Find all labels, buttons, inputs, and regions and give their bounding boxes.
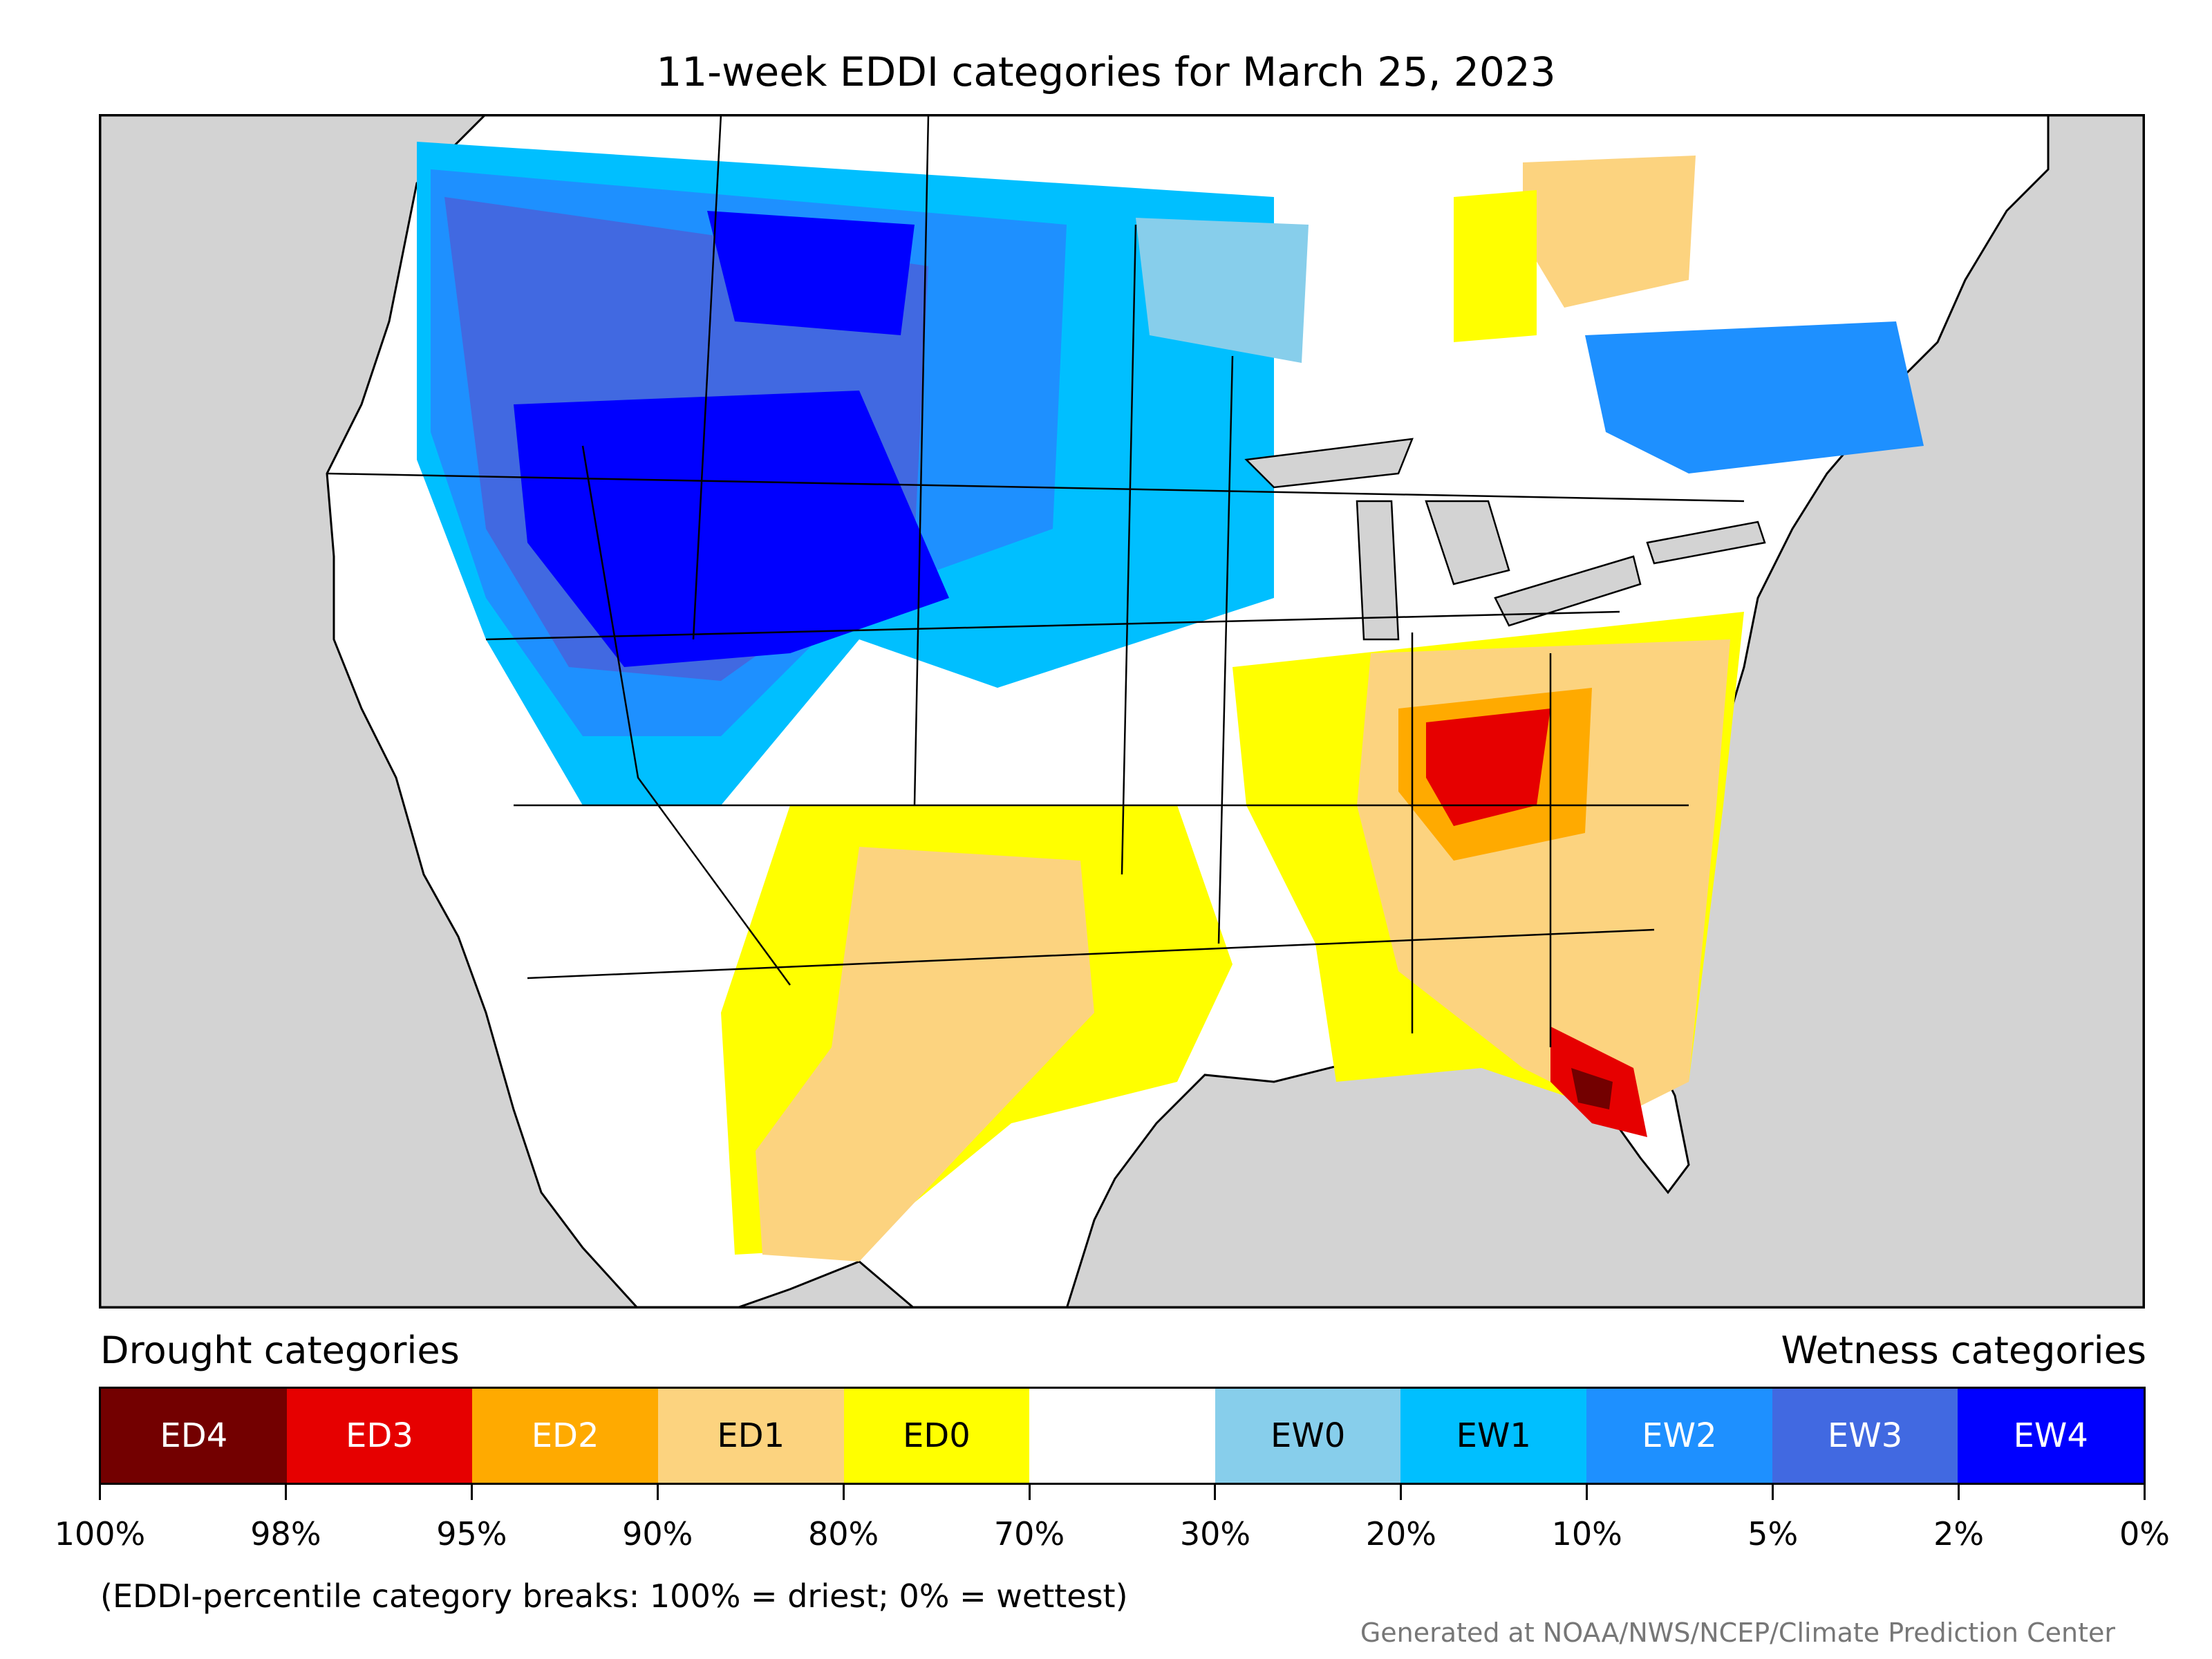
- colorbar-tick-label: 90%: [622, 1515, 693, 1553]
- colorbar-tick: [1214, 1485, 1217, 1500]
- chart-title: 11-week EDDI categories for March 25, 20…: [656, 48, 1556, 95]
- colorbar-segment-ew3: EW3: [1772, 1389, 1958, 1483]
- colorbar-tick: [284, 1485, 287, 1500]
- region-ed4: [1571, 1068, 1613, 1109]
- colorbar-tick-label: 5%: [1747, 1515, 1799, 1553]
- boundaries: [326, 114, 1745, 1047]
- colorbar-tick-label: 0%: [2119, 1515, 2170, 1553]
- category-colorbar: ED4 ED3 ED2 ED1 ED0 EW0 EW1 EW2 EW3 EW4: [99, 1387, 2146, 1485]
- colorbar-tick-label: 70%: [993, 1515, 1065, 1553]
- colorbar-tick: [1028, 1485, 1031, 1500]
- colorbar-segment-ew1: EW1: [1400, 1389, 1587, 1483]
- colorbar-tick-label: 95%: [436, 1515, 507, 1553]
- region-ew0: [1136, 218, 1309, 363]
- colorbar-tick: [99, 1485, 101, 1500]
- colorbar-segment-ew2: EW2: [1586, 1389, 1772, 1483]
- region-ed1-north: [1523, 156, 1696, 308]
- colorbar-tick-label: 2%: [1933, 1515, 1985, 1553]
- colorbar-tick-label: 98%: [250, 1515, 321, 1553]
- region-ew4-north: [707, 211, 915, 335]
- colorbar-tick: [842, 1485, 845, 1500]
- colorbar-segment-normal: [1029, 1389, 1215, 1483]
- credit-line: Generated at NOAA/NWS/NCEP/Climate Predi…: [1360, 1618, 2115, 1648]
- colorbar-tick: [1586, 1485, 1588, 1500]
- colorbar-segment-ew4: EW4: [1958, 1389, 2144, 1483]
- colorbar-segment-ed3: ED3: [286, 1389, 473, 1483]
- colorbar-segment-ed0: ED0: [843, 1389, 1030, 1483]
- colorbar-tick-label: 20%: [1365, 1515, 1436, 1553]
- colorbar-segment-ed4: ED4: [101, 1389, 287, 1483]
- colorbar-segment-ed2: ED2: [472, 1389, 658, 1483]
- colorbar-tick-label: 10%: [1551, 1515, 1622, 1553]
- colorbar-segment-ed1: ED1: [657, 1389, 844, 1483]
- colorbar-tick: [470, 1485, 473, 1500]
- category-breaks-note: (EDDI-percentile category breaks: 100% =…: [100, 1577, 1128, 1615]
- colorbar-segment-ew0: EW0: [1215, 1389, 1401, 1483]
- region-ew4: [514, 391, 949, 667]
- colorbar-tick: [1772, 1485, 1774, 1500]
- great-lakes: [1244, 438, 1766, 641]
- colorbar-tick: [656, 1485, 659, 1500]
- drought-categories-caption: Drought categories: [100, 1329, 460, 1372]
- eddi-map: [99, 114, 2145, 1309]
- region-ed3: [1426, 709, 1550, 826]
- colorbar-tick-label: 30%: [1179, 1515, 1251, 1553]
- colorbar-tick-label: 100%: [54, 1515, 146, 1553]
- region-ew2-northeast: [1585, 321, 1924, 474]
- colorbar-tick: [1958, 1485, 1960, 1500]
- colorbar-tick-label: 80%: [808, 1515, 879, 1553]
- map-frame: [99, 114, 2145, 1309]
- region-ed0-north: [1454, 190, 1537, 342]
- region-ed1-texas: [756, 847, 1094, 1262]
- colorbar-tick: [1400, 1485, 1403, 1500]
- wetness-categories-caption: Wetness categories: [1781, 1329, 2146, 1372]
- colorbar-tick: [2144, 1485, 2146, 1500]
